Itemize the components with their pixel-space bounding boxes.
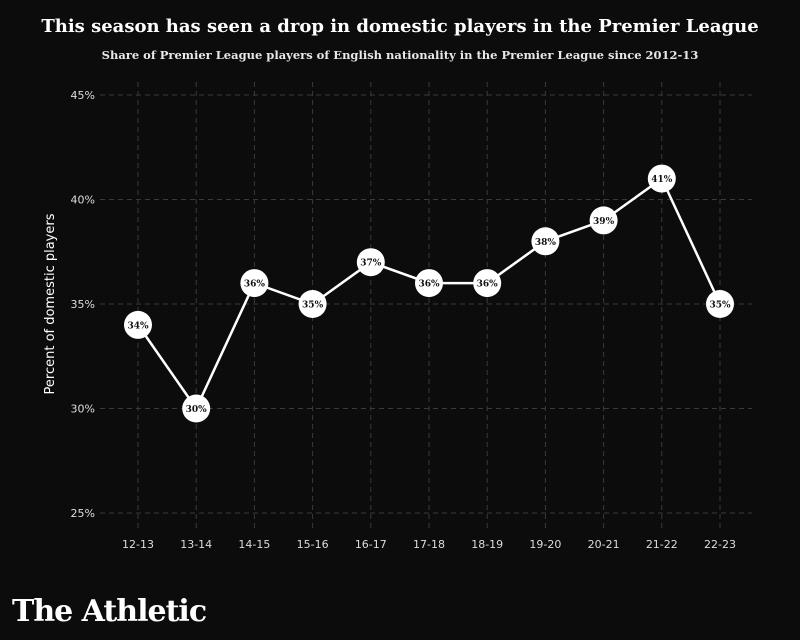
data-point bbox=[298, 290, 327, 318]
data-label: 36% bbox=[477, 280, 499, 290]
x-tick-label: 20-21 bbox=[588, 538, 620, 551]
x-tick-label: 16-17 bbox=[355, 538, 387, 551]
x-tick-label: 12-13 bbox=[122, 538, 154, 551]
chart-subtitle: Share of Premier League players of Engli… bbox=[101, 48, 699, 62]
data-point bbox=[182, 394, 211, 423]
data-point bbox=[706, 290, 734, 318]
data-label: 36% bbox=[244, 280, 266, 290]
data-point bbox=[415, 269, 443, 298]
data-point bbox=[240, 269, 269, 298]
y-tick-label: 40% bbox=[71, 194, 95, 207]
x-tick-label: 18-19 bbox=[471, 538, 503, 551]
y-axis-label: Percent of domestic players bbox=[43, 213, 58, 394]
y-tick-label: 35% bbox=[71, 298, 95, 311]
data-label: 41% bbox=[651, 175, 673, 185]
data-point bbox=[124, 310, 152, 339]
brand-logo: The Athletic bbox=[12, 594, 207, 629]
data-label: 35% bbox=[302, 301, 324, 311]
data-point bbox=[531, 227, 560, 256]
x-tick-label: 15-16 bbox=[297, 538, 329, 551]
data-point bbox=[647, 164, 676, 193]
chart-title: This season has seen a drop in domestic … bbox=[41, 16, 759, 37]
x-tick-label: 21-22 bbox=[646, 538, 678, 551]
x-tick-label: 22-23 bbox=[704, 538, 736, 551]
x-tick-label: 17-18 bbox=[413, 538, 445, 551]
data-point bbox=[473, 269, 502, 298]
data-label: 37% bbox=[360, 259, 382, 269]
y-tick-label: 45% bbox=[71, 89, 95, 102]
x-tick-label: 14-15 bbox=[238, 538, 270, 551]
data-label: 36% bbox=[418, 280, 440, 290]
data-point bbox=[356, 248, 385, 277]
data-label: 35% bbox=[709, 301, 731, 311]
data-point bbox=[589, 206, 618, 235]
y-tick-label: 30% bbox=[71, 403, 95, 416]
y-tick-label: 25% bbox=[71, 507, 95, 520]
data-label: 38% bbox=[535, 238, 557, 248]
x-tick-label: 19-20 bbox=[529, 538, 561, 551]
data-label: 30% bbox=[186, 405, 208, 415]
data-label: 39% bbox=[593, 217, 615, 227]
data-label: 34% bbox=[127, 321, 149, 331]
x-tick-label: 13-14 bbox=[180, 538, 212, 551]
